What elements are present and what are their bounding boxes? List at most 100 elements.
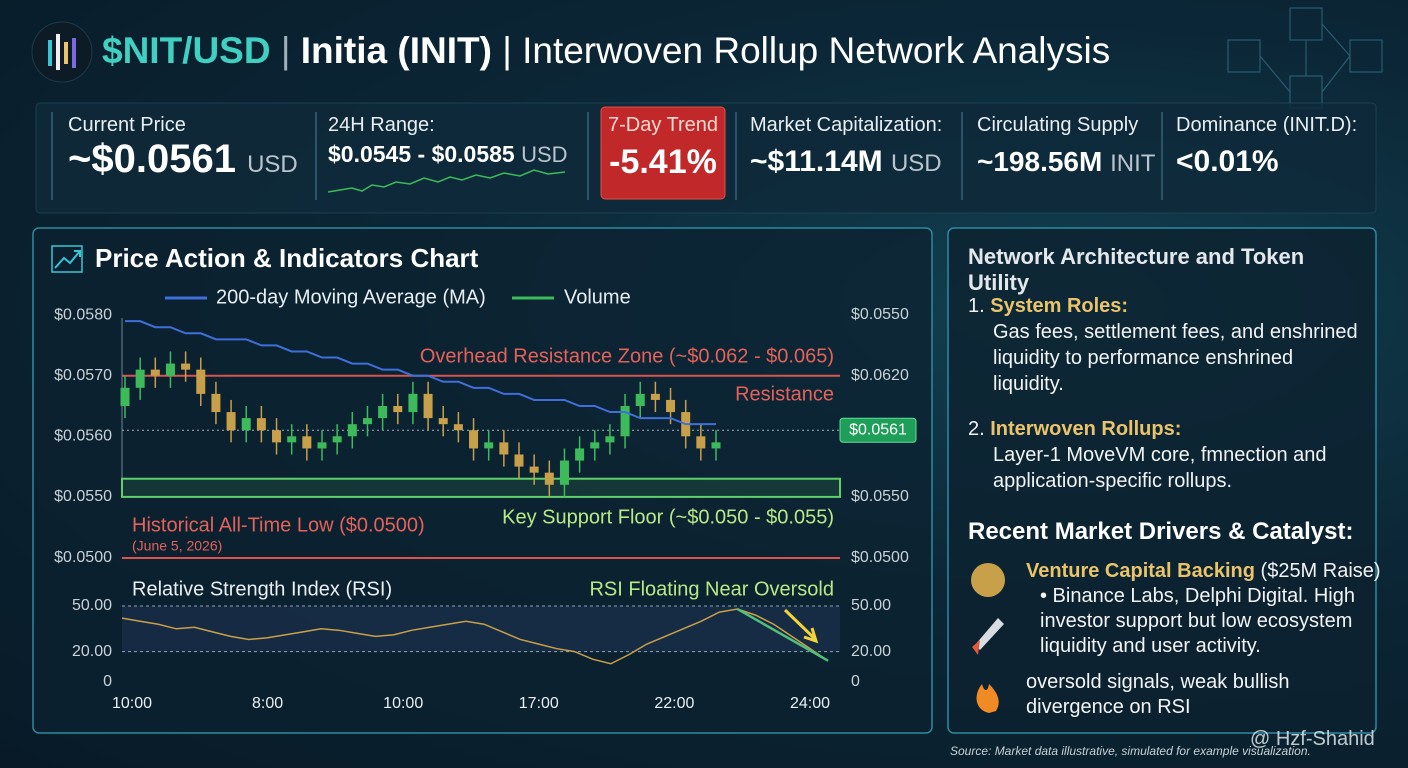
stat-label: Dominance (INIT.D): [1176, 114, 1358, 136]
stat-card: Market Capitalization: ~$11.14M USD [750, 114, 942, 179]
candle-body [529, 466, 539, 473]
rocket-flame [972, 640, 980, 655]
candle-body [499, 442, 509, 455]
stat-unit: INIT [1110, 150, 1156, 177]
candle-body [256, 418, 266, 431]
stat-number: ~198.56M [977, 146, 1103, 177]
item-body: Gas fees, settlement fees, and enshrined… [993, 321, 1358, 395]
drivers-title: Recent Market Drivers & Catalyst: [968, 518, 1354, 545]
candle-body [135, 369, 145, 388]
source-note: Source: Market data illustrative, simula… [950, 744, 1311, 758]
candle-body [393, 406, 403, 413]
rsi-trendline [736, 607, 829, 662]
resistance-zone-label: Overhead Resistance Zone (~$0.062 - $0.0… [420, 345, 834, 367]
stat-unit: USD [890, 150, 942, 177]
support-zone [121, 477, 841, 498]
logo-bars [48, 34, 76, 70]
stat-value: -5.41% [609, 143, 717, 181]
candle-body [211, 393, 221, 413]
current-price-label: $0.0561 [849, 421, 907, 438]
candle-body [453, 424, 463, 431]
stat-value: $0.0545 - $0.0585 USD [328, 141, 568, 168]
candle-body [332, 436, 342, 443]
title-separator: | [280, 30, 291, 71]
network-decoration [1227, 7, 1383, 109]
candle-body [544, 472, 554, 485]
driver-tail: ($25M Raise) [1260, 560, 1381, 582]
stat-card: Circulating Supply ~198.56M INIT [977, 114, 1155, 178]
rsi-tick-label: 20.00 [72, 643, 112, 660]
stat-card: Current Price ~$0.0561 USD [68, 114, 298, 182]
sidebar-panel [947, 227, 1377, 734]
sidebar-title: Network Architecture and Token Utility [968, 244, 1305, 295]
candle-body [241, 418, 251, 431]
driver-body: • Binance Labs, Delphi Digital. High inv… [1040, 585, 1355, 657]
trend-box [600, 106, 726, 200]
y-tick-label: $0.0580 [54, 306, 112, 323]
chart-icon-frame [51, 245, 83, 273]
chart-panel [32, 227, 933, 734]
x-tick-label: 24:00 [790, 695, 830, 712]
rsi-right-tick-label: 50.00 [851, 597, 891, 614]
item-body: Layer-1 MoveVM core, fmnection and appli… [993, 444, 1327, 492]
rsi-right-tick-label: 0 [851, 673, 860, 690]
item-number: 1. [968, 295, 985, 317]
stat-unit: USD [247, 151, 298, 178]
stat-label: 24H Range: [328, 114, 435, 136]
item-head: System Roles: [990, 295, 1129, 317]
candle-body [423, 393, 433, 419]
resistance-label: Resistance [735, 383, 834, 405]
x-tick-label: 8:00 [252, 695, 283, 712]
stat-card: 24H Range: $0.0545 - $0.0585 USD [328, 114, 568, 168]
rsi-annotation: RSI Floating Near Oversold [589, 578, 834, 600]
item-head: Interwoven Rollups: [990, 418, 1182, 440]
fire-icon [976, 684, 999, 713]
title-subtitle: | Interwoven Rollup Network Analysis [502, 30, 1111, 71]
candle-body [150, 369, 160, 376]
rsi-band [122, 606, 840, 652]
candle-body [575, 448, 585, 461]
right-axis-label: $0.0500 [851, 549, 909, 566]
candle-body [711, 442, 721, 449]
legend-label: 200-day Moving Average (MA) [216, 286, 486, 308]
rsi-arrow [783, 608, 819, 644]
atl-date: (June 5, 2026) [132, 538, 222, 554]
watermark: @ Hzf-Shahid [1250, 728, 1375, 750]
candle-body [287, 436, 297, 443]
right-axis-label: $0.0550 [851, 306, 909, 323]
stat-label: 7-Day Trend [607, 114, 719, 136]
stat-dividers [51, 112, 1163, 200]
candle-body [696, 436, 706, 449]
candle-body [317, 442, 327, 449]
y-tick-label: $0.0550 [54, 488, 112, 505]
driver-icons [971, 563, 1005, 713]
current-price-box [839, 417, 917, 443]
stat-value: ~$0.0561 USD [68, 137, 298, 182]
rsi-tick-label: 50.00 [72, 597, 112, 614]
candle-body [347, 424, 357, 437]
logo [31, 21, 93, 83]
candle-body [226, 412, 236, 431]
sidebar-item: 1. System Roles: Gas fees, settlement fe… [968, 293, 1368, 397]
candle-body [408, 393, 418, 413]
rsi-title: Relative Strength Index (RSI) [132, 578, 392, 600]
x-tick-label: 22:00 [654, 695, 694, 712]
header-title: $NIT/USD | Initia (INIT) | Interwoven Ro… [102, 30, 1110, 72]
right-axis-label: $0.0550 [851, 488, 909, 505]
chart-title: Price Action & Indicators Chart [95, 243, 479, 273]
stat-label: Current Price [68, 114, 186, 136]
stat-number: ~$11.14M [750, 145, 883, 178]
candle-body [605, 436, 615, 443]
candle-body [165, 363, 175, 376]
chart: $0.0580 $0.0570 $0.0560 $0.0550 $0.0550 $0.06… [54, 286, 917, 712]
y-tick-label: $0.0570 [54, 367, 112, 384]
candle-body [484, 442, 494, 449]
candle-body [620, 406, 630, 437]
title-name: Initia (INIT) [300, 30, 492, 71]
stat-value: ~198.56M INIT [977, 146, 1155, 178]
money-icon [971, 563, 1005, 597]
driver-body: oversold signals, weak bullish divergenc… [1026, 671, 1290, 718]
stat-unit: USD [521, 142, 568, 167]
